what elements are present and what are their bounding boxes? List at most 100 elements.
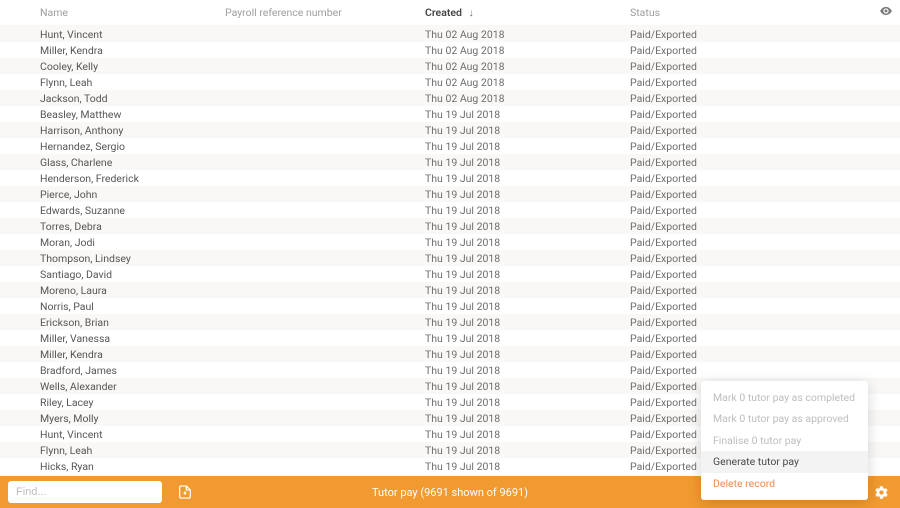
- cell-created: Thu 19 Jul 2018: [425, 364, 630, 377]
- table-row[interactable]: Flynn, Leah Thu 02 Aug 2018Paid/Exported: [0, 74, 900, 90]
- cell-created: Thu 19 Jul 2018: [425, 268, 630, 281]
- cell-name: Pierce, John: [0, 188, 225, 201]
- cell-name: Beasley, Matthew: [0, 108, 225, 121]
- table-row[interactable]: Bradford, JamesThu 19 Jul 2018Paid/Expor…: [0, 362, 900, 378]
- column-header-name[interactable]: Name: [0, 6, 225, 19]
- cell-name: Moreno, Laura: [0, 284, 225, 297]
- cell-status: Paid/Exported: [630, 236, 872, 249]
- cell-status: Paid/Exported: [630, 108, 872, 121]
- table-row[interactable]: Edwards, SuzanneThu 19 Jul 2018Paid/Expo…: [0, 202, 900, 218]
- cell-name: Hunt, Vincent: [0, 28, 225, 41]
- menu-item: Finalise 0 tutor pay: [701, 430, 868, 452]
- cell-name: Hicks, Ryan: [0, 460, 225, 473]
- cell-created: Thu 02 Aug 2018: [425, 76, 630, 89]
- cell-name: Hunt, Vincent: [0, 428, 225, 441]
- table-row[interactable]: Hunt, VincentThu 02 Aug 2018Paid/Exporte…: [0, 26, 900, 42]
- cell-name: Santiago, David: [0, 268, 225, 281]
- table-row[interactable]: Moran, JodiThu 19 Jul 2018Paid/Exported: [0, 234, 900, 250]
- cell-name: Thompson, Lindsey: [0, 252, 225, 265]
- menu-item: Mark 0 tutor pay as approved: [701, 408, 868, 430]
- cell-name: Henderson, Frederick: [0, 172, 225, 185]
- column-header-created[interactable]: Created ↓: [425, 6, 630, 19]
- cell-name: Edwards, Suzanne: [0, 204, 225, 217]
- cell-status: Paid/Exported: [630, 316, 872, 329]
- table-row[interactable]: Pierce, JohnThu 19 Jul 2018Paid/Exported: [0, 186, 900, 202]
- cell-created: Thu 02 Aug 2018: [425, 44, 630, 57]
- cell-name: Erickson, Brian: [0, 316, 225, 329]
- cell-name: Miller, Vanessa: [0, 332, 225, 345]
- column-header-payroll[interactable]: Payroll reference number: [225, 6, 425, 19]
- cell-name: Miller, Kendra: [0, 44, 225, 57]
- cell-status: Paid/Exported: [630, 92, 872, 105]
- cell-status: Paid/Exported: [630, 140, 872, 153]
- cell-name: Norris, Paul: [0, 300, 225, 313]
- menu-item[interactable]: Generate tutor pay: [701, 451, 868, 473]
- menu-item: Mark 0 tutor pay as completed: [701, 387, 868, 409]
- cell-created: Thu 19 Jul 2018: [425, 316, 630, 329]
- cogwheel-context-menu: Mark 0 tutor pay as completedMark 0 tuto…: [701, 381, 868, 501]
- cell-status: Paid/Exported: [630, 60, 872, 73]
- table-row[interactable]: Miller, Kendra Thu 19 Jul 2018Paid/Export…: [0, 346, 900, 362]
- cell-created: Thu 19 Jul 2018: [425, 156, 630, 169]
- export-icon[interactable]: [174, 481, 196, 503]
- table-row[interactable]: Harrison, AnthonyThu 19 Jul 2018Paid/Exp…: [0, 122, 900, 138]
- cell-status: Paid/Exported: [630, 156, 872, 169]
- settings-gear-icon[interactable]: [870, 481, 892, 503]
- cell-created: Thu 19 Jul 2018: [425, 300, 630, 313]
- cell-name: Glass, Charlene: [0, 156, 225, 169]
- cell-name: Miller, Kendra: [0, 348, 225, 361]
- cell-created: Thu 19 Jul 2018: [425, 124, 630, 137]
- table-row[interactable]: Jackson, ToddThu 02 Aug 2018Paid/Exporte…: [0, 90, 900, 106]
- cell-created: Thu 19 Jul 2018: [425, 332, 630, 345]
- cell-status: Paid/Exported: [630, 172, 872, 185]
- cell-status: Paid/Exported: [630, 124, 872, 137]
- cell-created: Thu 02 Aug 2018: [425, 60, 630, 73]
- column-header-status[interactable]: Status: [630, 6, 872, 19]
- table-row[interactable]: Henderson, FrederickThu 19 Jul 2018Paid/…: [0, 170, 900, 186]
- cell-created: Thu 19 Jul 2018: [425, 380, 630, 393]
- table-row[interactable]: Santiago, David Thu 19 Jul 2018Paid/Expor…: [0, 266, 900, 282]
- table-row[interactable]: Cooley, KellyThu 02 Aug 2018Paid/Exporte…: [0, 58, 900, 74]
- column-header-created-label: Created: [425, 6, 462, 19]
- cell-created: Thu 19 Jul 2018: [425, 460, 630, 473]
- cell-created: Thu 19 Jul 2018: [425, 220, 630, 233]
- cell-created: Thu 19 Jul 2018: [425, 188, 630, 201]
- cell-status: Paid/Exported: [630, 268, 872, 281]
- cell-name: Myers, Molly: [0, 412, 225, 425]
- table-row[interactable]: Beasley, Matthew Thu 19 Jul 2018Paid/Expo…: [0, 106, 900, 122]
- cell-name: Flynn, Leah: [0, 76, 225, 89]
- table-row[interactable]: Moreno, LauraThu 19 Jul 2018Paid/Exporte…: [0, 282, 900, 298]
- cell-created: Thu 19 Jul 2018: [425, 428, 630, 441]
- table-row[interactable]: Norris, Paul Thu 19 Jul 2018Paid/Exported: [0, 298, 900, 314]
- menu-item[interactable]: Delete record: [701, 473, 868, 495]
- cell-status: Paid/Exported: [630, 220, 872, 233]
- cell-created: Thu 19 Jul 2018: [425, 204, 630, 217]
- cell-created: Thu 19 Jul 2018: [425, 108, 630, 121]
- cell-status: Paid/Exported: [630, 28, 872, 41]
- cell-created: Thu 19 Jul 2018: [425, 396, 630, 409]
- table-row[interactable]: Miller, KendraThu 02 Aug 2018Paid/Export…: [0, 42, 900, 58]
- sort-descending-icon: ↓: [469, 8, 474, 19]
- cell-name: Riley, Lacey: [0, 396, 225, 409]
- cell-name: Moran, Jodi: [0, 236, 225, 249]
- table-row[interactable]: Glass, Charlene Thu 19 Jul 2018Paid/Expor…: [0, 154, 900, 170]
- cell-created: Thu 19 Jul 2018: [425, 348, 630, 361]
- cell-created: Thu 19 Jul 2018: [425, 444, 630, 457]
- cell-status: Paid/Exported: [630, 300, 872, 313]
- find-input[interactable]: [8, 481, 162, 503]
- table-row[interactable]: Torres, DebraThu 19 Jul 2018Paid/Exporte…: [0, 218, 900, 234]
- cell-status: Paid/Exported: [630, 348, 872, 361]
- table-row[interactable]: Thompson, LindseyThu 19 Jul 2018Paid/Exp…: [0, 250, 900, 266]
- table-row[interactable]: Hernandez, SergioThu 19 Jul 2018Paid/Exp…: [0, 138, 900, 154]
- cell-name: Wells, Alexander: [0, 380, 225, 393]
- cell-name: Bradford, James: [0, 364, 225, 377]
- column-visibility-icon[interactable]: [872, 4, 900, 21]
- cell-status: Paid/Exported: [630, 332, 872, 345]
- footer-status-text: Tutor pay (9691 shown of 9691): [372, 486, 528, 499]
- table-header-row: Name Payroll reference number Created ↓ …: [0, 0, 900, 26]
- cell-name: Hernandez, Sergio: [0, 140, 225, 153]
- table-row[interactable]: Erickson, Brian Thu 19 Jul 2018Paid/Expor…: [0, 314, 900, 330]
- cell-name: Flynn, Leah: [0, 444, 225, 457]
- cell-status: Paid/Exported: [630, 76, 872, 89]
- table-row[interactable]: Miller, Vanessa Thu 19 Jul 2018Paid/Expor…: [0, 330, 900, 346]
